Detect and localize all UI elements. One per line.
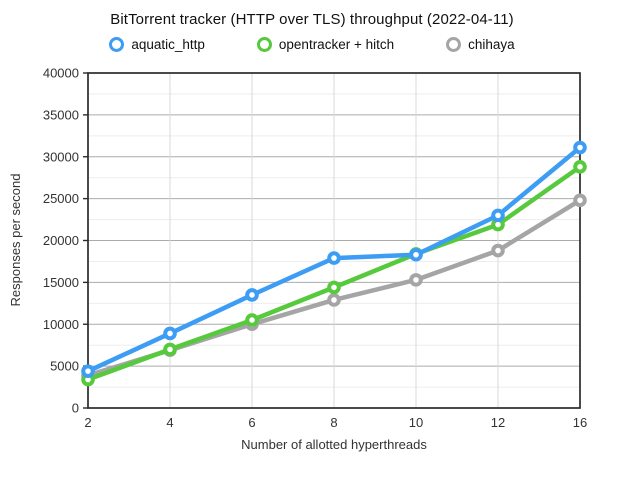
legend-label-opentracker-hitch: opentracker + hitch [278,37,395,52]
legend-marker-chihaya-icon [446,37,462,52]
svg-text:16: 16 [573,415,587,430]
svg-text:20000: 20000 [43,233,79,248]
svg-text:30000: 30000 [43,149,79,164]
legend-item-aquatic-http: aquatic_http [109,37,205,52]
svg-text:2: 2 [84,415,91,430]
legend-label-chihaya: chihaya [468,37,515,52]
legend-item-opentracker-hitch: opentracker + hitch [256,37,395,52]
svg-text:8: 8 [330,415,337,430]
svg-text:25000: 25000 [43,191,79,206]
svg-text:35000: 35000 [43,107,79,122]
x-axis-title: Number of allotted hyperthreads [241,437,427,452]
legend-marker-opentracker-hitch-icon [256,37,272,52]
chart-header: BitTorrent tracker (HTTP over TLS) throu… [48,0,576,52]
chart-title: BitTorrent tracker (HTTP over TLS) throu… [110,11,514,28]
legend-marker-aquatic-http-icon [109,37,125,52]
svg-text:10: 10 [409,415,423,430]
svg-text:6: 6 [248,415,255,430]
legend-item-chihaya: chihaya [446,37,515,52]
svg-text:4: 4 [166,415,173,430]
legend: aquatic_http opentracker + hitch chihaya [48,37,576,52]
legend-label-aquatic-http: aquatic_http [131,37,205,52]
svg-text:15000: 15000 [43,275,79,290]
svg-text:12: 12 [491,415,505,430]
svg-text:0: 0 [72,401,79,416]
svg-text:40000: 40000 [43,66,79,81]
svg-text:10000: 10000 [43,317,79,332]
svg-text:5000: 5000 [50,359,79,374]
